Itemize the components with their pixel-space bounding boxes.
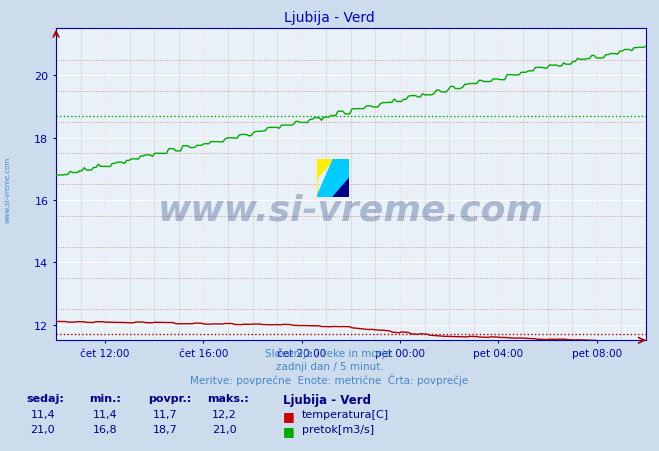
- Text: 21,0: 21,0: [212, 424, 237, 434]
- Text: 21,0: 21,0: [30, 424, 55, 434]
- Text: 11,7: 11,7: [152, 410, 177, 419]
- Text: min.:: min.:: [89, 393, 121, 403]
- Text: Ljubija - Verd: Ljubija - Verd: [283, 393, 372, 406]
- Text: 11,4: 11,4: [30, 410, 55, 419]
- Text: Slovenija / reke in morje.: Slovenija / reke in morje.: [264, 348, 395, 358]
- Text: www.si-vreme.com: www.si-vreme.com: [5, 156, 11, 222]
- Text: sedaj:: sedaj:: [26, 393, 64, 403]
- Text: 18,7: 18,7: [152, 424, 177, 434]
- Text: zadnji dan / 5 minut.: zadnji dan / 5 minut.: [275, 361, 384, 371]
- Text: Meritve: povprečne  Enote: metrične  Črta: povprečje: Meritve: povprečne Enote: metrične Črta:…: [190, 373, 469, 386]
- Text: Ljubija - Verd: Ljubija - Verd: [284, 11, 375, 25]
- Text: maks.:: maks.:: [208, 393, 249, 403]
- Text: ■: ■: [283, 424, 295, 437]
- Text: 16,8: 16,8: [93, 424, 118, 434]
- Text: ■: ■: [283, 410, 295, 423]
- Text: 12,2: 12,2: [212, 410, 237, 419]
- Text: pretok[m3/s]: pretok[m3/s]: [302, 424, 374, 434]
- Text: temperatura[C]: temperatura[C]: [302, 410, 389, 419]
- Text: 11,4: 11,4: [93, 410, 118, 419]
- Text: povpr.:: povpr.:: [148, 393, 192, 403]
- Text: www.si-vreme.com: www.si-vreme.com: [158, 193, 544, 227]
